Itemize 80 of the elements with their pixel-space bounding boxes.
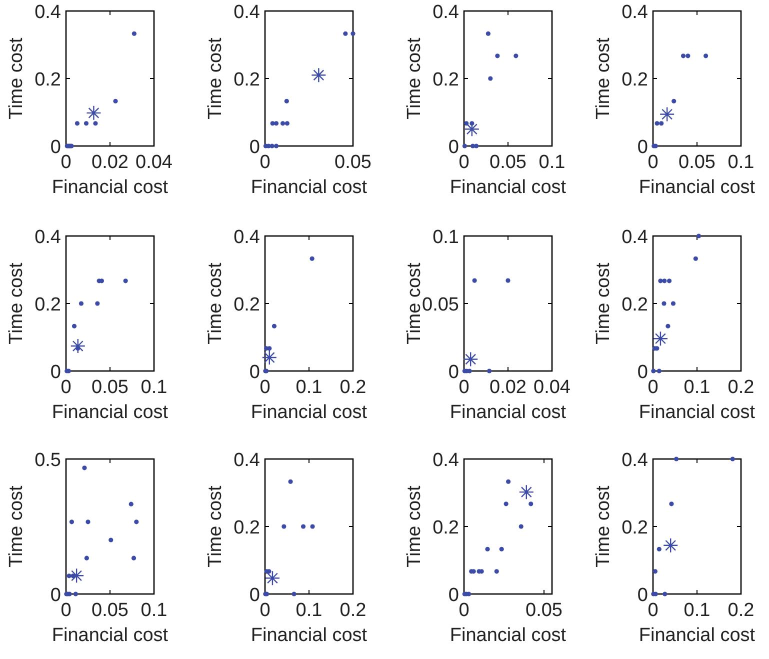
x-tick-label: 0.05 xyxy=(92,600,128,621)
y-tick-label: 0 xyxy=(637,362,648,383)
x-tick-label: 0.1 xyxy=(684,600,710,621)
x-tick-label: 0.05 xyxy=(678,152,716,173)
x-axis-title: Financial cost xyxy=(250,177,368,198)
y-axis-title: Time cost xyxy=(205,36,226,120)
x-tick-label: 0.04 xyxy=(534,377,571,398)
x-tick-label: 0.2 xyxy=(340,600,366,621)
y-tick-label: 0.2 xyxy=(34,70,61,90)
y-tick-label: 0.2 xyxy=(432,70,459,90)
y-axis-title: Time cost xyxy=(205,484,226,568)
y-tick-label: 0 xyxy=(249,137,260,158)
x-tick-label: 0.05 xyxy=(334,152,372,173)
x-axis-title: Financial cost xyxy=(52,177,169,198)
x-tick-label: 0.1 xyxy=(140,377,168,398)
y-tick-label: 0.2 xyxy=(622,70,648,90)
y-tick-label: 0.4 xyxy=(34,2,62,23)
y-axis-title: Time cost xyxy=(593,262,614,344)
x-tick-label: 0.1 xyxy=(684,377,710,398)
y-axis-title: Time cost xyxy=(404,484,425,568)
y-axis-title: Time cost xyxy=(593,36,614,120)
y-tick-label: 0.4 xyxy=(234,450,260,471)
y-tick-label: 0.2 xyxy=(34,294,61,316)
x-axis-title: Financial cost xyxy=(638,177,756,198)
x-tick-label: 0.1 xyxy=(140,600,168,621)
x-tick-label: 0.2 xyxy=(340,377,366,398)
y-tick-label: 0 xyxy=(448,585,459,606)
y-tick-label: 0.2 xyxy=(234,294,260,316)
y-tick-label: 0.4 xyxy=(432,2,460,23)
y-tick-label: 0.5 xyxy=(34,450,61,471)
x-tick-label: 0.1 xyxy=(728,152,754,173)
x-tick-label: 0.05 xyxy=(92,377,128,398)
y-axis-title: Time cost xyxy=(6,36,27,120)
x-tick-label: 0.2 xyxy=(728,600,754,621)
y-axis-title: Time cost xyxy=(6,484,27,568)
y-tick-label: 0.2 xyxy=(622,294,648,316)
x-axis-title: Financial cost xyxy=(450,625,567,646)
x-tick-label: 0.1 xyxy=(296,600,322,621)
x-tick-label: 0.05 xyxy=(490,152,526,173)
y-tick-label: 0 xyxy=(637,585,648,606)
y-tick-label: 0.4 xyxy=(622,2,648,23)
y-tick-label: 0.2 xyxy=(234,518,260,538)
x-tick-label: 0.05 xyxy=(526,600,562,621)
y-tick-label: 0.1 xyxy=(432,227,459,248)
y-tick-label: 0.4 xyxy=(432,450,460,471)
x-axis-title: Financial cost xyxy=(250,625,368,646)
y-axis-title: Time cost xyxy=(6,262,27,344)
x-tick-label: 0.2 xyxy=(728,377,754,398)
y-tick-label: 0.05 xyxy=(422,294,459,316)
x-axis-title: Financial cost xyxy=(52,625,169,646)
y-tick-label: 0 xyxy=(50,362,61,383)
y-tick-label: 0.4 xyxy=(234,227,260,248)
x-axis-title: Financial cost xyxy=(450,402,567,423)
x-axis-title: Financial cost xyxy=(638,625,756,646)
y-tick-label: 0.4 xyxy=(34,227,62,248)
y-tick-label: 0 xyxy=(448,362,459,383)
x-tick-label: 0.02 xyxy=(92,152,128,173)
x-tick-label: 0.1 xyxy=(296,377,322,398)
y-tick-label: 0.2 xyxy=(622,518,648,538)
x-axis-title: Financial cost xyxy=(450,177,567,198)
y-tick-label: 0 xyxy=(50,585,61,606)
x-tick-label: 0.04 xyxy=(136,152,173,173)
y-tick-label: 0 xyxy=(50,137,61,158)
y-tick-label: 0.2 xyxy=(234,70,260,90)
x-axis-title: Financial cost xyxy=(250,402,368,423)
x-axis-title: Financial cost xyxy=(52,402,169,423)
x-axis-title: Financial cost xyxy=(638,402,756,423)
x-tick-label: 0.02 xyxy=(490,377,526,398)
y-tick-label: 0.4 xyxy=(622,227,648,248)
y-axis-title: Time cost xyxy=(404,36,425,120)
y-tick-label: 0 xyxy=(249,585,260,606)
y-axis-title: Time cost xyxy=(593,484,614,568)
y-tick-label: 0 xyxy=(637,137,648,158)
y-tick-label: 0.4 xyxy=(234,2,260,23)
y-axis-title: Time cost xyxy=(205,262,226,344)
y-tick-label: 0 xyxy=(249,362,260,383)
y-tick-label: 0.2 xyxy=(432,518,459,538)
y-tick-label: 0 xyxy=(448,137,459,158)
y-tick-label: 0.4 xyxy=(622,450,648,471)
x-tick-label: 0.1 xyxy=(538,152,566,173)
